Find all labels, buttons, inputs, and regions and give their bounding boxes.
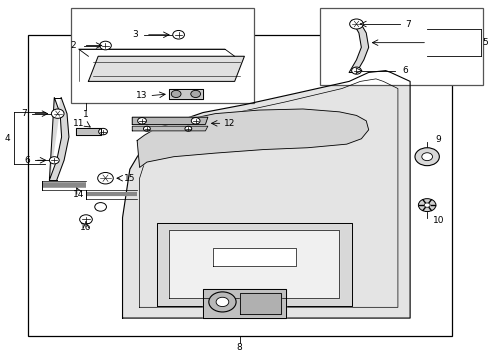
Circle shape [208, 292, 236, 312]
Bar [71, 8, 254, 103]
Circle shape [191, 118, 200, 124]
Polygon shape [137, 109, 368, 167]
Text: 15: 15 [124, 174, 135, 183]
Polygon shape [203, 289, 285, 318]
Text: 9: 9 [434, 135, 440, 144]
Circle shape [418, 199, 435, 212]
Circle shape [216, 297, 228, 307]
Circle shape [100, 41, 111, 50]
Circle shape [184, 126, 191, 131]
Polygon shape [156, 223, 351, 306]
Text: 6: 6 [24, 156, 30, 165]
Text: 11: 11 [73, 119, 84, 128]
Polygon shape [168, 230, 339, 298]
Circle shape [51, 109, 64, 118]
Text: 12: 12 [224, 119, 235, 128]
Circle shape [172, 31, 184, 39]
Circle shape [351, 67, 361, 74]
Circle shape [171, 90, 181, 98]
Text: 4: 4 [4, 134, 10, 143]
Polygon shape [88, 56, 244, 81]
Text: 7: 7 [21, 109, 27, 118]
Circle shape [98, 172, 113, 184]
Circle shape [95, 203, 106, 211]
Polygon shape [348, 21, 368, 72]
Circle shape [80, 215, 92, 224]
Circle shape [414, 148, 438, 166]
Text: 3: 3 [132, 30, 137, 39]
Circle shape [137, 118, 146, 124]
Circle shape [143, 126, 150, 131]
Polygon shape [49, 98, 69, 180]
Bar [319, 8, 482, 85]
Text: 1: 1 [83, 110, 89, 119]
Polygon shape [132, 117, 207, 125]
Circle shape [421, 153, 432, 161]
Text: 7: 7 [404, 19, 410, 28]
Polygon shape [132, 126, 207, 131]
Circle shape [49, 157, 59, 164]
Bar [27, 35, 450, 336]
Polygon shape [168, 89, 203, 99]
Text: 14: 14 [73, 190, 84, 199]
Text: 6: 6 [402, 66, 407, 75]
Polygon shape [212, 248, 295, 266]
Circle shape [99, 129, 107, 135]
Text: 5: 5 [481, 38, 487, 47]
Text: 16: 16 [80, 223, 92, 232]
Text: 13: 13 [136, 91, 147, 100]
Circle shape [424, 203, 429, 207]
Polygon shape [122, 71, 409, 318]
Text: 10: 10 [432, 216, 443, 225]
Polygon shape [239, 293, 281, 315]
Circle shape [190, 90, 200, 98]
Text: 8: 8 [236, 343, 242, 352]
Text: 2: 2 [70, 41, 76, 50]
Polygon shape [76, 128, 101, 135]
Circle shape [349, 19, 363, 29]
